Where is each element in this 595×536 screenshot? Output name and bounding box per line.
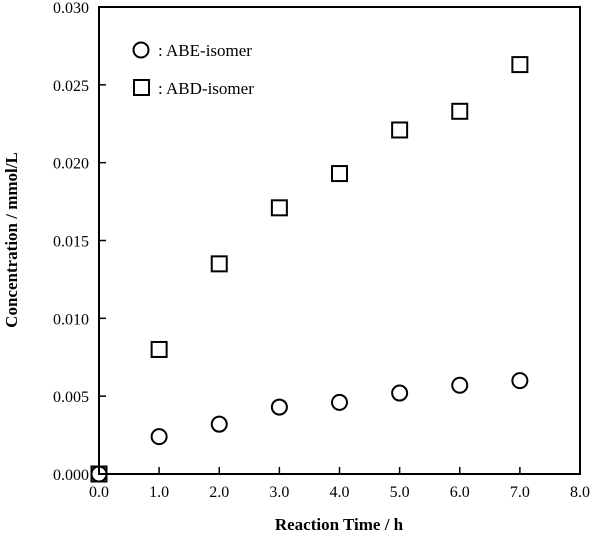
abe-isomer-point bbox=[511, 372, 529, 390]
abe-isomer-point bbox=[210, 415, 228, 433]
plot-frame bbox=[98, 6, 581, 475]
abd-isomer-point bbox=[391, 121, 409, 139]
y-tick-label: 0.025 bbox=[53, 78, 89, 95]
x-tick-label: 2.0 bbox=[209, 484, 229, 501]
abe-isomer-point bbox=[150, 428, 168, 446]
legend-label-abe: : ABE-isomer bbox=[158, 41, 252, 60]
y-axis-title: Concentration / mmol/L bbox=[2, 152, 21, 328]
y-tick-label: 0.005 bbox=[53, 389, 89, 406]
legend-marker-square bbox=[133, 79, 150, 96]
abd-isomer-point bbox=[90, 465, 108, 483]
abd-isomer-point bbox=[511, 56, 529, 74]
x-tick-label: 7.0 bbox=[510, 484, 530, 501]
x-tick-label: 8.0 bbox=[570, 484, 590, 501]
x-tick-label: 3.0 bbox=[269, 484, 289, 501]
x-tick-label: 0.0 bbox=[89, 484, 109, 501]
legend-marker-circle bbox=[132, 41, 150, 59]
abd-isomer-point bbox=[210, 255, 228, 273]
abe-isomer-point bbox=[331, 393, 348, 411]
ticks-layer: 0.0 1.0 2.0 3.0 4.0 5.0 6.0 7.0 8.0 0.000 0.005 0.0… bbox=[53, 0, 590, 501]
legend: : ABE-isomer : ABD-isomer bbox=[132, 41, 254, 98]
abd-isomer-point bbox=[150, 340, 168, 358]
y-tick-label: 0.000 bbox=[53, 467, 89, 484]
abe-isomer-point bbox=[451, 376, 469, 394]
y-tick-label: 0.020 bbox=[53, 156, 89, 173]
abd-isomer-point bbox=[331, 165, 348, 183]
x-axis-title: Reaction Time / h bbox=[275, 515, 404, 534]
x-tick-label: 5.0 bbox=[390, 484, 410, 501]
x-tick-label: 4.0 bbox=[330, 484, 350, 501]
y-tick-label: 0.015 bbox=[53, 234, 89, 251]
abd-isomer-point bbox=[270, 199, 288, 217]
x-tick-label: 1.0 bbox=[149, 484, 169, 501]
abe-isomer-point bbox=[391, 384, 409, 402]
abe-isomer-point bbox=[270, 398, 288, 416]
abd-isomer-point bbox=[451, 102, 469, 120]
x-tick-label: 6.0 bbox=[450, 484, 470, 501]
marks-layer bbox=[90, 56, 529, 483]
y-tick-label: 0.010 bbox=[53, 311, 89, 328]
legend-label-abd: : ABD-isomer bbox=[158, 79, 254, 98]
y-tick-label: 0.030 bbox=[53, 0, 89, 17]
